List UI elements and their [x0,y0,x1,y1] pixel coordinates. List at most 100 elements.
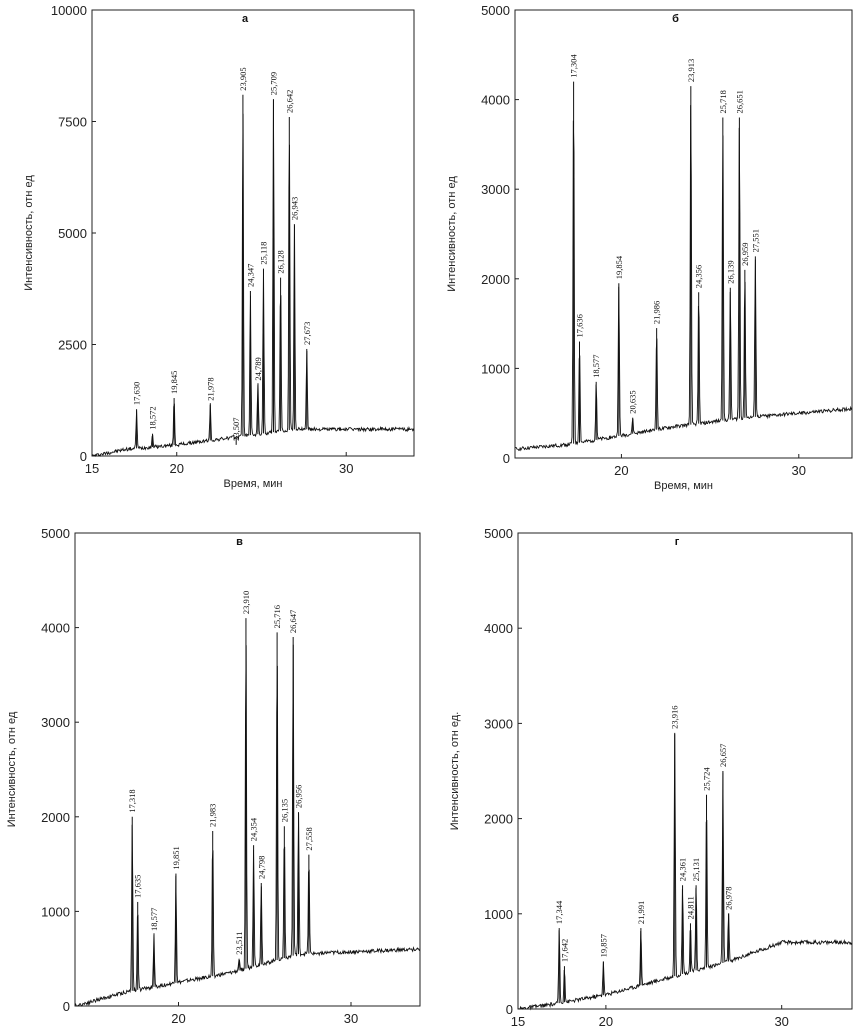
peak-label: 26,956 [293,785,303,808]
y-tick-label: 0 [506,1002,513,1017]
peak-label: 26,647 [288,610,298,633]
peak-label: 27,551 [750,229,760,252]
x-tick-label: 20 [599,1014,613,1029]
peak-label: 25,718 [718,90,728,113]
y-axis-title: Интенсивность, отн ед [23,175,35,291]
y-tick-label: 4000 [481,93,510,108]
y-tick-label: 0 [63,999,70,1014]
peak-label: 24,356 [694,265,704,288]
chromatogram-trace [91,99,415,457]
peak-label: 25,118 [258,242,268,265]
x-tick-label: 30 [344,1011,358,1026]
peak-label: 26,943 [289,197,299,220]
y-tick-label: 4000 [484,621,513,636]
plot-frame [514,9,853,459]
y-tick-label: 2000 [484,812,513,827]
peak-label: 21,978 [205,377,215,400]
panel-g: 010002000300040005000152030Время, минИнт… [449,526,853,1029]
panel-b: 0 1000 2000 3000 4000 5000 20 30 Время, мин Интен… [446,3,853,492]
peak-label: 24,789 [253,357,263,380]
chromatogram-trace [74,644,421,1007]
peak-label: 25,716 [272,605,282,628]
peak-label: 18,577 [149,908,159,931]
peak-label: 24,354 [249,817,259,841]
peak-label: 21,991 [636,901,646,924]
peak-label: 26,959 [740,242,750,265]
peak-label: 19,845 [169,371,179,394]
peak-label: 25,131 [691,858,701,881]
plot-frame [74,532,421,1007]
y-axis-title: Интенсивность, отн ед [6,711,18,827]
y-tick-label: 0 [80,449,87,464]
peak-label: 17,630 [132,382,142,405]
peak-label: 17,635 [133,875,143,898]
peak-label: 23,913 [686,59,696,82]
peak-label: 27,558 [304,827,314,850]
plot-frame [517,532,853,1010]
peak-label: 19,851 [171,846,181,869]
x-tick-label: 15 [85,461,99,476]
y-axis-title: Интенсивность, отн ед [446,176,458,292]
peak-label: 19,854 [614,255,624,279]
y-tick-label: 3000 [484,716,513,731]
panel-letter: а [242,13,249,25]
peak-label: 17,642 [559,939,569,962]
y-tick-label: 0 [503,451,510,466]
panel-a: 0 2500 5000 7500 10000 15 20 30 Время, мин Интенс… [23,3,415,490]
x-axis-title: Время, мин [224,478,283,490]
y-tick-label: 2000 [481,272,510,287]
peak-label: 23,905 [238,67,248,90]
peak-label: 17,636 [574,314,584,337]
peak-label: 23,910 [241,591,251,614]
y-tick-label: 5000 [484,526,513,541]
peak-label: 26,135 [279,799,289,822]
x-tick-label: 20 [170,461,184,476]
y-tick-label: 5000 [41,526,70,541]
panel-letter: г [675,536,680,548]
peak-label: 19,857 [598,934,608,957]
y-tick-label: 5000 [58,226,87,241]
peak-label: 17,344 [554,900,564,924]
y-tick-label: 1000 [481,361,510,376]
peak-label: 18,572 [148,406,158,429]
peak-label: 17,304 [569,54,579,78]
peak-label: 23,511 [234,932,244,955]
y-tick-label: 7500 [58,115,87,130]
peak-label: 21,983 [208,804,218,827]
peak-label: 25,724 [702,767,712,791]
peak-label: 21,986 [652,301,662,324]
y-tick-label: 4000 [41,621,70,636]
peak-label: 26,978 [724,886,734,909]
x-axis-title: Время, мин [654,480,713,492]
peak-label: 18,577 [591,354,601,377]
peak-label: 24,361 [678,858,688,881]
y-tick-label: 5000 [481,3,510,18]
peak-label: 17,318 [127,789,137,812]
y-tick-label: 1000 [484,907,513,922]
chromatogram-trace [514,105,853,452]
peak-label: 20,635 [628,390,638,413]
peak-label: 26,651 [734,90,744,113]
chromatogram-trace [517,734,853,1011]
peak-label: 26,657 [718,744,728,767]
peak-label: 24,798 [256,856,266,879]
x-tick-label: 30 [339,461,353,476]
peak-label: 26,128 [276,250,286,273]
peak-label: 26,139 [725,260,735,283]
peak-label: 25,709 [268,72,278,95]
peak-label: 24,347 [245,264,255,287]
peak-label: 23,507 [231,417,241,440]
y-tick-label: 2500 [58,338,87,353]
peak-label: 24,811 [685,896,695,919]
peak-label: 26,642 [284,90,294,113]
x-tick-label: 20 [614,463,628,478]
y-tick-label: 1000 [41,904,70,919]
peak-label: 27,673 [302,322,312,345]
x-tick-label: 30 [774,1014,788,1029]
y-tick-label: 10000 [51,3,87,18]
x-tick-label: 30 [792,463,806,478]
x-tick-label: 20 [171,1011,185,1026]
y-tick-label: 3000 [41,715,70,730]
panel-letter: б [672,13,679,25]
